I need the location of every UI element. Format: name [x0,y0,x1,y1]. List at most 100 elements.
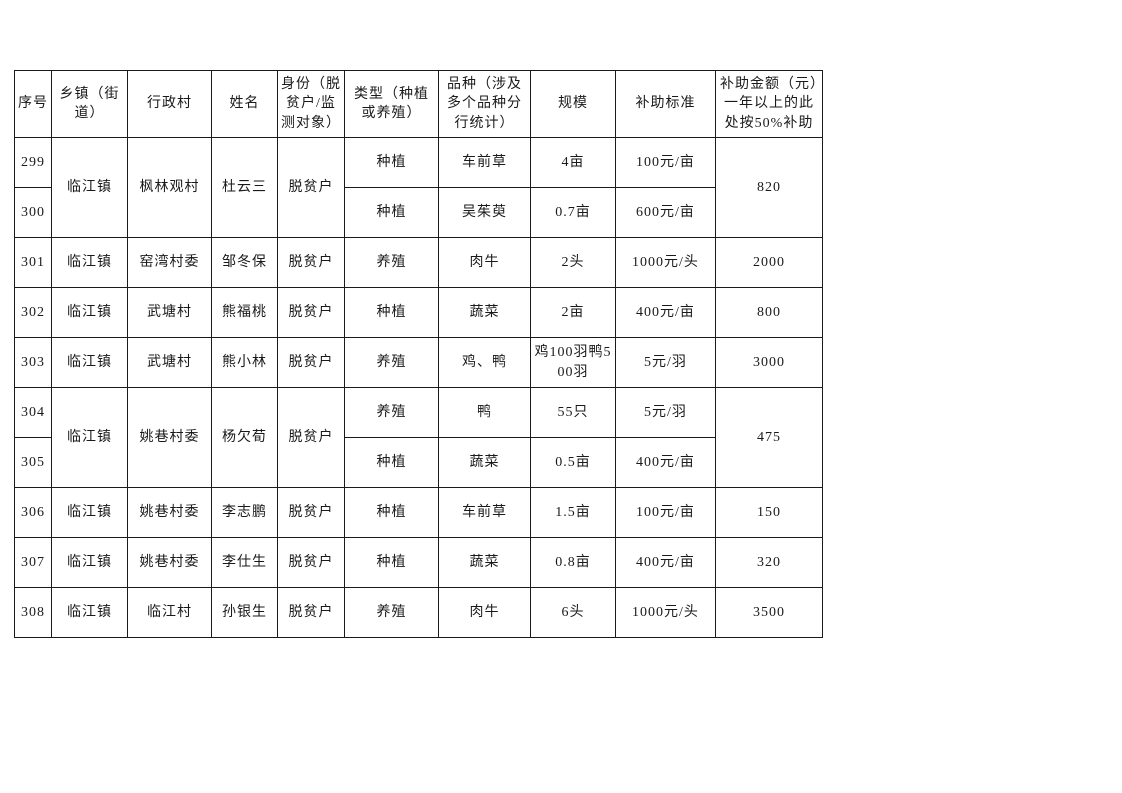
table-row: 308 临江镇 临江村 孙银生 脱贫户 养殖 肉牛 6头 1000元/头 3500 [14,587,823,638]
table-cell: 姚巷村委 [127,537,212,588]
table-cell: 302 [14,287,52,338]
table-cell: 李仕生 [211,537,278,588]
column-header: 品种（涉及多个品种分行统计） [438,70,531,138]
table-cell: 脱贫户 [277,487,345,538]
table-row: 304 临江镇 姚巷村委 杨欠荀 脱贫户 养殖鸭 55只 5元/羽 475 [14,387,823,488]
table-cell: 临江镇 [51,137,128,238]
table-cell: 养殖 [344,587,439,638]
table-row: 307 临江镇 姚巷村委 李仕生 脱贫户 种植 蔬菜 0.8亩 400元/亩 320 [14,537,823,588]
table-row: 301 临江镇 窑湾村委 邹冬保 脱贫户 养殖 肉牛 2头 1000元/头 2000 [14,237,823,288]
table-cell: 武塘村 [127,337,212,388]
column-header: 补助金额（元）一年以上的此处按50%补助 [715,70,823,138]
table-cell: 304 [14,387,52,438]
table-body: 299 临江镇 枫林观村 杜云三 脱贫户 种植 车前草 4亩 100元/亩 820 300 种植 吴茱萸… [14,137,823,638]
table-cell: 305 [14,437,52,488]
table-cell: 2头 [530,237,616,288]
table-cell: 鸡100羽鸭500羽 [530,337,616,388]
table-cell: 临江镇 [51,587,128,638]
table-cell: 400元/亩 [615,287,716,338]
table-cell: 养殖 [344,337,439,388]
table-cell: 肉牛 [438,587,531,638]
table-cell: 邹冬保 [211,237,278,288]
table-cell: 临江镇 [51,487,128,538]
table-cell: 鸡、鸭 [438,337,531,388]
table-cell: 301 [14,237,52,288]
table-cell: 150 [715,487,823,538]
table-cell: 孙银生 [211,587,278,638]
table-cell: 307 [14,537,52,588]
table-cell: 种植 [344,287,439,338]
table-cell: 种植 [344,437,439,488]
table-cell: 100元/亩 [615,487,716,538]
table-row: 302 临江镇 武塘村 熊福桃 脱贫户 种植 蔬菜 2亩 400元/亩 800 [14,287,823,338]
table-cell: 种植 [344,187,439,238]
table-cell: 种植 [344,537,439,588]
table-cell: 0.5亩 [530,437,616,488]
table-cell: 1000元/头 [615,237,716,288]
table-cell: 脱贫户 [277,587,345,638]
table-cell: 杨欠荀 [211,387,278,488]
table-cell: 脱贫户 [277,137,345,238]
table-cell: 3000 [715,337,823,388]
table-cell: 1000元/头 [615,587,716,638]
table-cell: 姚巷村委 [127,387,212,488]
table-cell: 6头 [530,587,616,638]
table-cell: 临江村 [127,587,212,638]
column-header: 补助标准 [615,70,716,138]
column-header: 类型（种植或养殖） [344,70,439,138]
table-cell: 临江镇 [51,337,128,388]
table-cell: 400元/亩 [615,537,716,588]
table-cell: 车前草 [438,137,531,188]
table-cell: 303 [14,337,52,388]
table-cell: 临江镇 [51,287,128,338]
table-cell: 临江镇 [51,387,128,488]
table-cell: 杜云三 [211,137,278,238]
column-header: 行政村 [127,70,212,138]
subsidy-table: 序号 乡镇（街道） 行政村 姓名 身份（脱贫户/监测对象） 类型（种植或养殖） 品种（涉及多… [14,70,823,638]
table-cell: 脱贫户 [277,337,345,388]
table-cell: 5元/羽 [615,337,716,388]
table-cell: 脱贫户 [277,537,345,588]
table-cell: 299 [14,137,52,188]
table-cell: 蔬菜 [438,537,531,588]
table-cell: 临江镇 [51,537,128,588]
table-cell: 熊小林 [211,337,278,388]
table-cell: 600元/亩 [615,187,716,238]
table-cell: 养殖 [344,387,439,438]
table-cell: 0.8亩 [530,537,616,588]
column-header: 姓名 [211,70,278,138]
header-row: 序号 乡镇（街道） 行政村 姓名 身份（脱贫户/监测对象） 类型（种植或养殖） 品种（涉及多… [14,70,823,138]
table-cell: 临江镇 [51,237,128,288]
table-row: 299 临江镇 枫林观村 杜云三 脱贫户 种植 车前草 4亩 100元/亩 820 [14,137,823,238]
table-cell: 脱贫户 [277,387,345,488]
table-cell: 车前草 [438,487,531,538]
table-cell: 蔬菜 [438,287,531,338]
table-row: 300 种植 吴茱萸 0.7亩 600元/亩 [14,187,823,238]
table-cell: 820 [715,137,823,238]
column-header: 乡镇（街道） [51,70,128,138]
table-cell: 蔬菜 [438,437,531,488]
table-cell: 种植 [344,487,439,538]
table-cell: 种植 [344,137,439,188]
table-cell: 5元/羽 [615,387,716,438]
table-cell: 肉牛 [438,237,531,288]
table-cell: 3500 [715,587,823,638]
table-cell: 武塘村 [127,287,212,338]
table-cell: 枫林观村 [127,137,212,238]
table-cell: 脱贫户 [277,287,345,338]
table-cell: 4亩 [530,137,616,188]
column-header: 序号 [14,70,52,138]
table-cell: 400元/亩 [615,437,716,488]
table-header-row-group: 序号 乡镇（街道） 行政村 姓名 身份（脱贫户/监测对象） 类型（种植或养殖） 品种（涉及多… [14,70,823,138]
table-cell: 姚巷村委 [127,487,212,538]
table-cell: 窑湾村委 [127,237,212,288]
table-cell: 100元/亩 [615,137,716,188]
table-row: 305 种植 蔬菜 0.5亩 400元/亩 [14,437,823,488]
table-cell: 0.7亩 [530,187,616,238]
table-cell: 李志鹏 [211,487,278,538]
table-cell: 800 [715,287,823,338]
table-cell: 1.5亩 [530,487,616,538]
column-header: 身份（脱贫户/监测对象） [277,70,345,138]
table-cell: 306 [14,487,52,538]
